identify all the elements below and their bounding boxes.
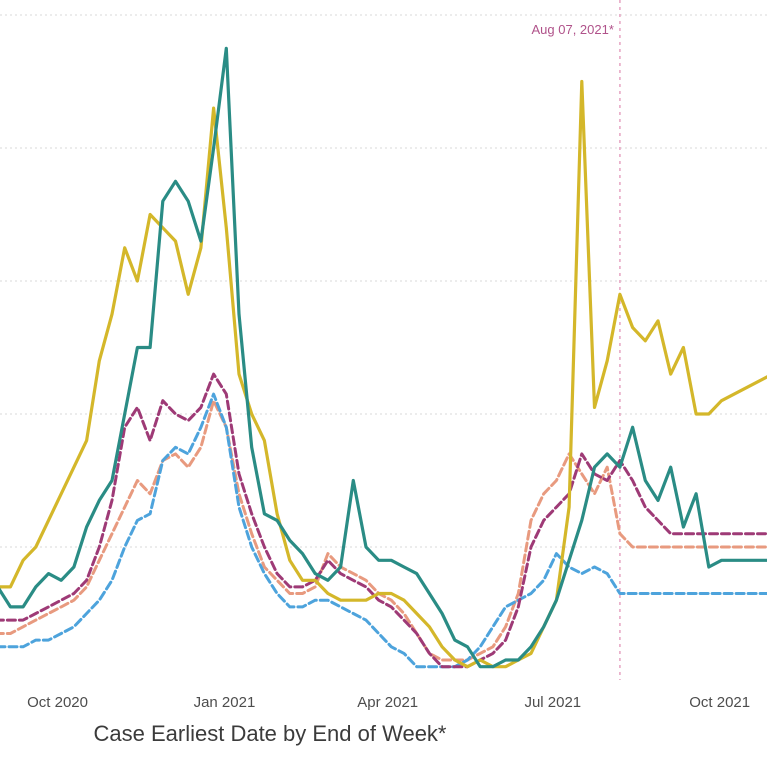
x-axis-title: Case Earliest Date by End of Week* (94, 721, 447, 746)
series-line-2 (0, 46, 767, 669)
series-line-5 (0, 392, 767, 669)
x-tick-label: Oct 2020 (27, 694, 88, 711)
x-tick-label: Jan 2021 (194, 694, 256, 711)
x-axis-ticks: Oct 2020 Jan 2021 Apr 2021 Jul 2021 Oct 2021 (27, 694, 750, 711)
series-line-4 (0, 399, 767, 662)
x-tick-label: Apr 2021 (357, 694, 418, 711)
annotation-group: Aug 07, 2021* (532, 0, 621, 680)
x-tick-label: Oct 2021 (689, 694, 750, 711)
series-line-3 (0, 372, 767, 669)
annotation-label: Aug 07, 2021* (532, 22, 614, 37)
x-tick-label: Jul 2021 (524, 694, 581, 711)
series-lines (0, 46, 767, 669)
series-line-1 (0, 79, 767, 669)
